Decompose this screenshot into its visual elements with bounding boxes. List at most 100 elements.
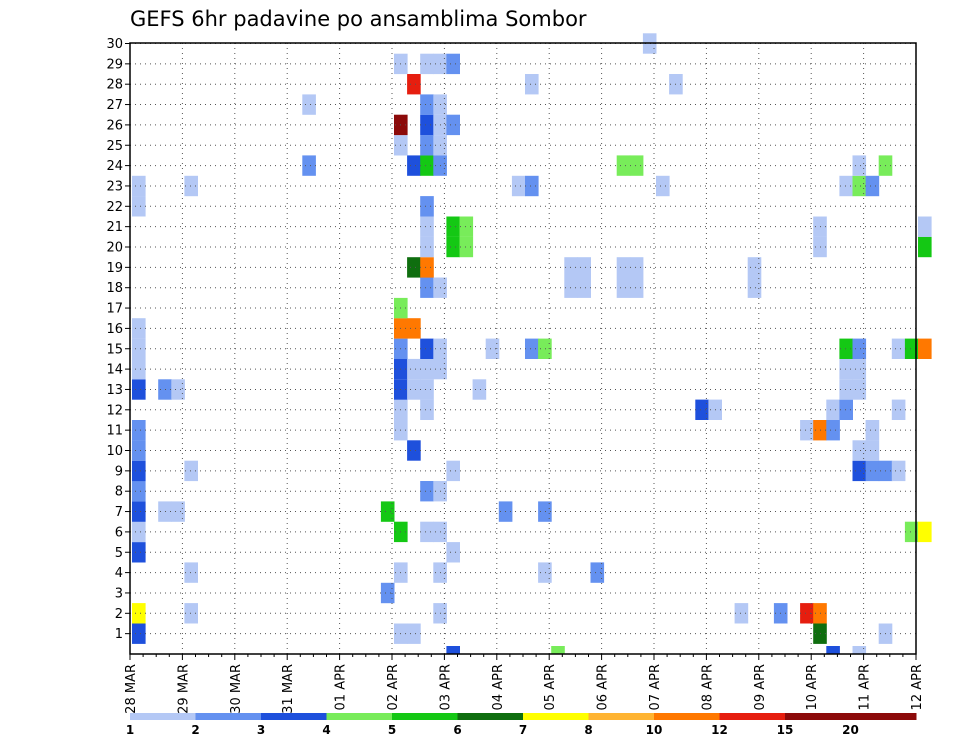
heat-cell (171, 501, 185, 522)
heat-cell (577, 257, 591, 278)
x-tick-label: 05 APR (543, 664, 558, 710)
colorbar-label: 12 (711, 723, 728, 737)
colorbar-label: 7 (519, 723, 527, 737)
heat-cell (420, 338, 434, 359)
x-tick-label: 08 APR (700, 664, 715, 710)
colorbar-swatch (588, 713, 655, 720)
y-tick-label: 8 (115, 485, 123, 500)
y-tick-label: 4 (115, 566, 123, 581)
heat-cell (184, 603, 198, 624)
heat-cell (407, 379, 421, 400)
heat-cell (380, 582, 395, 604)
heat-cell (132, 379, 146, 400)
y-tick-label: 1 (115, 627, 123, 642)
heat-cell (538, 501, 552, 522)
heat-cell (420, 481, 434, 502)
heat-cell (132, 420, 146, 441)
heat-cell (184, 460, 198, 482)
heat-cell (420, 216, 434, 237)
heat-cell (132, 623, 146, 644)
heat-cell (629, 155, 644, 176)
heat-cell (852, 460, 867, 482)
x-axis: 28 MAR 29 MAR 30 MAR 31 MAR 01 APR 02 APR 03 A… (124, 654, 925, 714)
y-tick-label: 28 (106, 78, 123, 93)
y-tick-label: 2 (115, 607, 123, 622)
heat-cell (826, 646, 840, 654)
heat-cell (525, 338, 539, 359)
y-tick-label: 3 (115, 586, 123, 601)
x-tick-label: 06 APR (596, 664, 611, 710)
heat-cell (918, 216, 932, 237)
heat-cell (380, 501, 395, 522)
heat-cell (695, 399, 709, 420)
y-tick-label: 18 (106, 281, 123, 296)
colorbar-swatch (785, 713, 917, 720)
y-tick-label: 10 (106, 444, 123, 459)
heat-cell (407, 623, 421, 644)
heat-cell (407, 358, 421, 380)
heat-cell (446, 460, 460, 482)
heat-cell (564, 277, 578, 298)
heat-cell (407, 318, 421, 339)
heat-cell (918, 338, 932, 359)
y-tick-label: 22 (106, 200, 123, 215)
chart-title: GEFS 6hr padavine po ansamblima Sombor (130, 7, 587, 31)
heat-cell (420, 114, 434, 136)
colorbar-label: 2 (191, 723, 199, 737)
heat-cell (184, 175, 198, 197)
heat-cell (420, 135, 434, 156)
heat-cell (800, 420, 814, 441)
heat-cell (747, 257, 762, 278)
y-tick-label: 11 (106, 424, 123, 439)
y-tick-label: 27 (106, 98, 123, 113)
colorbar-label: 15 (777, 723, 794, 737)
y-tick-label: 17 (106, 302, 123, 317)
heat-cell (852, 358, 867, 380)
x-tick-label: 03 APR (438, 664, 453, 710)
colorbar-swatch (261, 713, 327, 720)
heat-cell (551, 646, 565, 654)
heat-cell (734, 603, 749, 624)
heat-cell (511, 175, 526, 197)
heat-cell (420, 277, 434, 298)
y-tick-label: 7 (115, 505, 123, 520)
cells-layer (132, 33, 932, 654)
heat-cell (839, 338, 853, 359)
x-tick-label: 10 APR (805, 664, 820, 710)
colorbar: 1 2 3 4 5 6 7 8 10 12 15 20 (126, 713, 917, 737)
y-tick-label: 26 (106, 118, 123, 133)
heat-cell (485, 338, 500, 359)
heat-cell (132, 603, 146, 624)
heat-cell (839, 175, 853, 197)
heat-cell (302, 155, 316, 176)
colorbar-swatch (654, 713, 720, 720)
heat-cell (865, 175, 880, 197)
heat-cell (407, 74, 421, 95)
colorbar-label: 5 (388, 723, 396, 737)
heat-cell (407, 155, 421, 176)
y-tick-label: 20 (106, 241, 123, 256)
heat-cell (132, 358, 146, 380)
heat-cell (826, 420, 840, 441)
heat-cell (891, 460, 906, 482)
heat-cell (852, 440, 867, 461)
y-tick-label: 16 (106, 322, 123, 337)
heat-cell (472, 379, 487, 400)
heat-cell (525, 74, 539, 95)
y-tick-label: 30 (106, 37, 123, 52)
colorbar-swatch (392, 713, 458, 720)
y-tick-label: 9 (115, 464, 123, 479)
y-tick-label: 23 (106, 179, 123, 194)
colorbar-swatch (130, 713, 196, 720)
heat-cell (446, 236, 460, 258)
x-tick-label: 11 APR (858, 664, 873, 710)
heat-cell (420, 196, 434, 217)
y-tick-label: 13 (106, 383, 123, 398)
heat-cell (616, 155, 631, 176)
heat-cell (420, 257, 434, 278)
y-tick-label: 19 (106, 261, 123, 276)
colorbar-swatch (523, 713, 589, 720)
heat-cell (826, 399, 840, 420)
x-tick-label: 30 MAR (229, 664, 244, 714)
heat-cell (302, 94, 316, 115)
